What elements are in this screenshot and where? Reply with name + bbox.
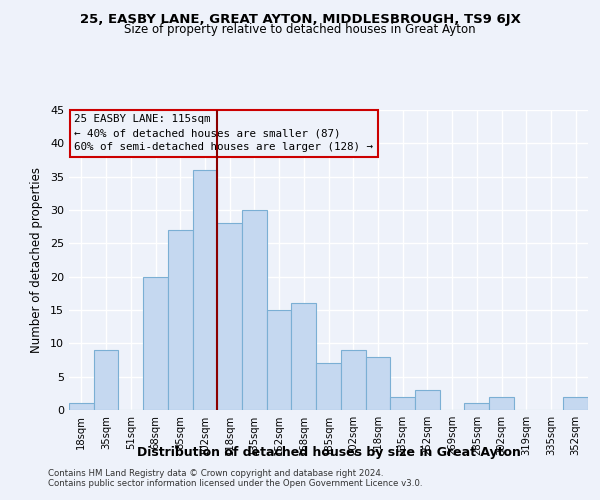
Bar — [193, 170, 217, 410]
Bar — [168, 230, 193, 410]
Bar — [217, 224, 242, 410]
Text: Size of property relative to detached houses in Great Ayton: Size of property relative to detached ho… — [124, 24, 476, 36]
Bar — [316, 364, 341, 410]
Bar — [415, 390, 440, 410]
Bar — [563, 396, 588, 410]
Bar — [341, 350, 365, 410]
Y-axis label: Number of detached properties: Number of detached properties — [30, 167, 43, 353]
Bar — [292, 304, 316, 410]
Text: Contains HM Land Registry data © Crown copyright and database right 2024.: Contains HM Land Registry data © Crown c… — [48, 468, 383, 477]
Bar — [69, 404, 94, 410]
Text: Contains public sector information licensed under the Open Government Licence v3: Contains public sector information licen… — [48, 478, 422, 488]
Text: 25 EASBY LANE: 115sqm
← 40% of detached houses are smaller (87)
60% of semi-deta: 25 EASBY LANE: 115sqm ← 40% of detached … — [74, 114, 373, 152]
Text: Distribution of detached houses by size in Great Ayton: Distribution of detached houses by size … — [137, 446, 521, 459]
Bar — [94, 350, 118, 410]
Bar — [464, 404, 489, 410]
Bar — [365, 356, 390, 410]
Bar — [390, 396, 415, 410]
Bar — [489, 396, 514, 410]
Bar — [267, 310, 292, 410]
Bar — [143, 276, 168, 410]
Bar — [242, 210, 267, 410]
Text: 25, EASBY LANE, GREAT AYTON, MIDDLESBROUGH, TS9 6JX: 25, EASBY LANE, GREAT AYTON, MIDDLESBROU… — [80, 12, 520, 26]
